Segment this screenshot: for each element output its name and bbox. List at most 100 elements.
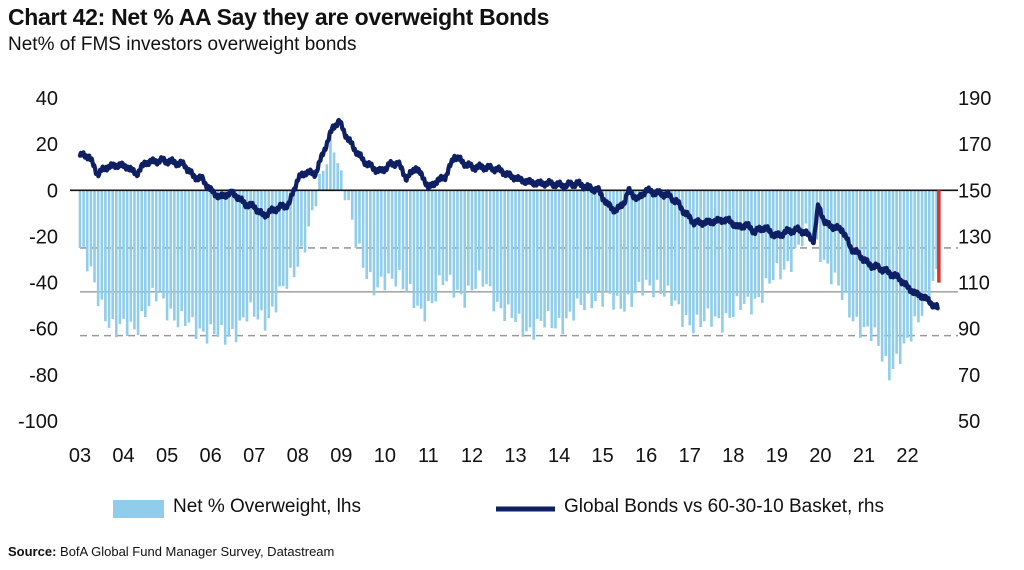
bar-94: [419, 190, 423, 309]
bar-98: [434, 190, 437, 302]
bar-185: [750, 190, 753, 315]
bar-125: [532, 190, 535, 340]
right-tick-5: 90: [958, 319, 980, 341]
bar-104: [456, 190, 459, 290]
bar-179: [728, 190, 731, 318]
bar-119: [510, 190, 514, 318]
bar-95: [423, 190, 427, 322]
bar-158: [652, 190, 655, 298]
bar-100: [441, 190, 445, 286]
bar-65: [314, 190, 318, 207]
bar-9: [111, 190, 114, 320]
bar-149: [619, 190, 623, 309]
bar-197: [793, 190, 797, 249]
bar-155: [641, 190, 644, 296]
bar-20: [151, 190, 154, 288]
x-tick-14: 14: [548, 445, 570, 467]
bar-75: [350, 190, 354, 220]
bar-70: [332, 152, 336, 191]
bar-7: [104, 190, 107, 322]
x-tick-10: 10: [374, 445, 396, 467]
bar-80: [369, 190, 372, 273]
bar-102: [448, 190, 452, 275]
bar-13: [125, 190, 129, 337]
bar-140: [586, 190, 590, 294]
bar-215: [859, 190, 862, 338]
x-tick-20: 20: [809, 445, 831, 467]
left-tick-5: -60: [29, 319, 58, 341]
bar-67: [321, 170, 325, 191]
bar-89: [401, 190, 405, 290]
left-tick-3: -20: [29, 226, 58, 248]
bar-88: [398, 190, 401, 270]
bar-231: [917, 190, 920, 323]
bar-58: [289, 190, 292, 268]
bar-124: [528, 190, 532, 328]
bar-55: [278, 190, 281, 287]
x-tick-11: 11: [418, 445, 439, 467]
bar-77: [358, 190, 361, 244]
bar-230: [913, 190, 917, 317]
bar-133: [561, 190, 565, 335]
bar-44: [238, 190, 241, 321]
bar-27: [176, 190, 180, 328]
bar-12: [122, 190, 125, 319]
left-tick-7: -100: [18, 411, 58, 433]
x-tick-16: 16: [635, 445, 657, 467]
right-tick-0: 190: [958, 88, 991, 110]
bar-108: [470, 190, 474, 291]
bar-49: [256, 190, 260, 320]
line-global-bonds: [77, 117, 940, 311]
bar-177: [721, 190, 724, 333]
right-tick-2: 150: [958, 180, 991, 202]
bar-68: [325, 164, 329, 191]
bar-6: [100, 190, 104, 300]
bar-90: [405, 190, 408, 292]
bar-50: [260, 190, 263, 311]
bar-61: [300, 190, 303, 247]
bar-87: [394, 190, 398, 287]
bar-161: [663, 190, 666, 297]
bar-48: [252, 190, 256, 317]
bar-211: [844, 190, 848, 293]
bar-2: [85, 190, 89, 272]
bar-208: [833, 190, 837, 273]
bar-76: [354, 190, 358, 248]
x-axis-ticks: 03 04 05 06 07 08 09 10 11 12 13 14 15 16 17 18 19 20 21 22: [69, 445, 919, 467]
left-tick-6: -80: [29, 365, 58, 387]
bar-228: [906, 190, 909, 338]
bar-154: [637, 190, 641, 282]
bar-17: [140, 190, 144, 311]
bar-233: [924, 190, 927, 293]
bar-28: [180, 190, 183, 311]
bar-31: [191, 190, 194, 318]
bar-47: [249, 190, 252, 303]
bar-232: [920, 190, 924, 316]
bar-182: [739, 190, 742, 310]
bar-39: [220, 190, 223, 325]
bar-235: [931, 190, 935, 281]
bar-16: [136, 190, 140, 336]
source-text: BofA Global Fund Manager Survey, Datastr…: [60, 544, 335, 559]
bar-21: [154, 190, 158, 302]
bar-53: [271, 190, 274, 307]
bar-106: [463, 190, 467, 308]
bar-219: [873, 190, 877, 328]
bar-42: [231, 190, 234, 330]
bar-153: [634, 190, 637, 294]
bar-210: [840, 190, 844, 301]
left-tick-4: -40: [29, 273, 58, 295]
x-tick-05: 05: [156, 445, 178, 467]
bar-134: [565, 190, 568, 319]
bar-223: [888, 190, 891, 381]
bar-38: [216, 190, 220, 337]
x-tick-12: 12: [461, 445, 483, 467]
bar-11: [118, 190, 122, 325]
bar-101: [445, 190, 448, 282]
bar-126: [536, 190, 539, 319]
legend-label-bars: Net % Overweight, lhs: [173, 496, 361, 517]
bar-51: [263, 190, 267, 331]
x-tick-04: 04: [112, 445, 134, 467]
left-tick-1: 20: [36, 134, 58, 156]
bar-23: [162, 190, 165, 299]
